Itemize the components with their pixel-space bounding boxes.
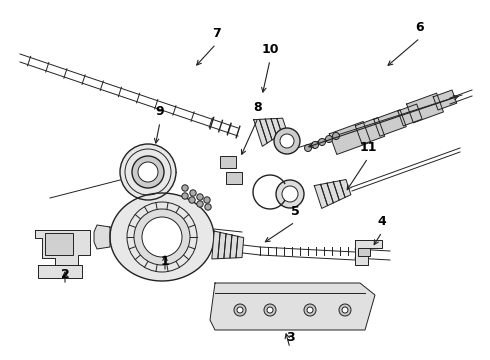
Text: 10: 10 — [261, 43, 279, 56]
Circle shape — [189, 197, 195, 203]
Polygon shape — [320, 183, 333, 206]
Circle shape — [307, 307, 313, 313]
Polygon shape — [355, 240, 382, 265]
Bar — [220, 156, 236, 168]
Polygon shape — [271, 118, 282, 137]
Polygon shape — [210, 283, 375, 330]
Polygon shape — [212, 231, 220, 259]
Polygon shape — [433, 90, 457, 110]
Polygon shape — [260, 119, 272, 143]
Circle shape — [182, 193, 188, 199]
Circle shape — [134, 209, 190, 265]
Circle shape — [197, 201, 203, 207]
Circle shape — [142, 217, 182, 257]
Circle shape — [132, 156, 164, 188]
Polygon shape — [407, 93, 443, 123]
Polygon shape — [236, 236, 244, 258]
Polygon shape — [329, 122, 370, 154]
Circle shape — [282, 186, 298, 202]
Text: 5: 5 — [291, 205, 299, 218]
Polygon shape — [110, 193, 214, 281]
Bar — [45, 233, 73, 255]
Polygon shape — [94, 225, 110, 249]
Polygon shape — [340, 180, 351, 197]
Circle shape — [333, 132, 340, 139]
Circle shape — [274, 128, 300, 154]
Text: 8: 8 — [254, 101, 262, 114]
Circle shape — [280, 134, 294, 148]
Circle shape — [120, 144, 176, 200]
Circle shape — [342, 307, 348, 313]
Circle shape — [318, 139, 325, 145]
Circle shape — [276, 180, 304, 208]
Bar — [358, 248, 370, 256]
Polygon shape — [230, 235, 238, 258]
Text: 7: 7 — [212, 27, 220, 40]
Circle shape — [182, 185, 188, 191]
Polygon shape — [265, 119, 277, 140]
Text: 1: 1 — [161, 255, 170, 268]
Circle shape — [339, 304, 351, 316]
Bar — [226, 172, 242, 184]
Text: 4: 4 — [378, 215, 387, 228]
Polygon shape — [277, 118, 287, 134]
Circle shape — [234, 304, 246, 316]
Circle shape — [138, 162, 158, 182]
Circle shape — [267, 307, 273, 313]
Text: 6: 6 — [416, 21, 424, 34]
Polygon shape — [218, 232, 226, 259]
Text: 3: 3 — [286, 331, 294, 344]
Circle shape — [304, 304, 316, 316]
Text: 11: 11 — [359, 141, 377, 154]
Polygon shape — [398, 104, 422, 126]
Circle shape — [204, 197, 210, 203]
Polygon shape — [355, 117, 385, 144]
Circle shape — [197, 194, 203, 200]
Circle shape — [237, 307, 243, 313]
Text: 9: 9 — [156, 105, 164, 118]
Circle shape — [190, 190, 196, 196]
Polygon shape — [374, 110, 406, 136]
Polygon shape — [314, 184, 327, 208]
Text: 2: 2 — [61, 268, 70, 281]
Circle shape — [325, 135, 333, 143]
Polygon shape — [327, 182, 339, 203]
Polygon shape — [333, 181, 345, 200]
Circle shape — [312, 141, 318, 148]
Polygon shape — [224, 234, 232, 258]
Polygon shape — [254, 120, 267, 146]
Polygon shape — [38, 265, 82, 278]
Circle shape — [264, 304, 276, 316]
Polygon shape — [35, 230, 90, 265]
Circle shape — [304, 144, 312, 152]
Circle shape — [205, 204, 211, 210]
